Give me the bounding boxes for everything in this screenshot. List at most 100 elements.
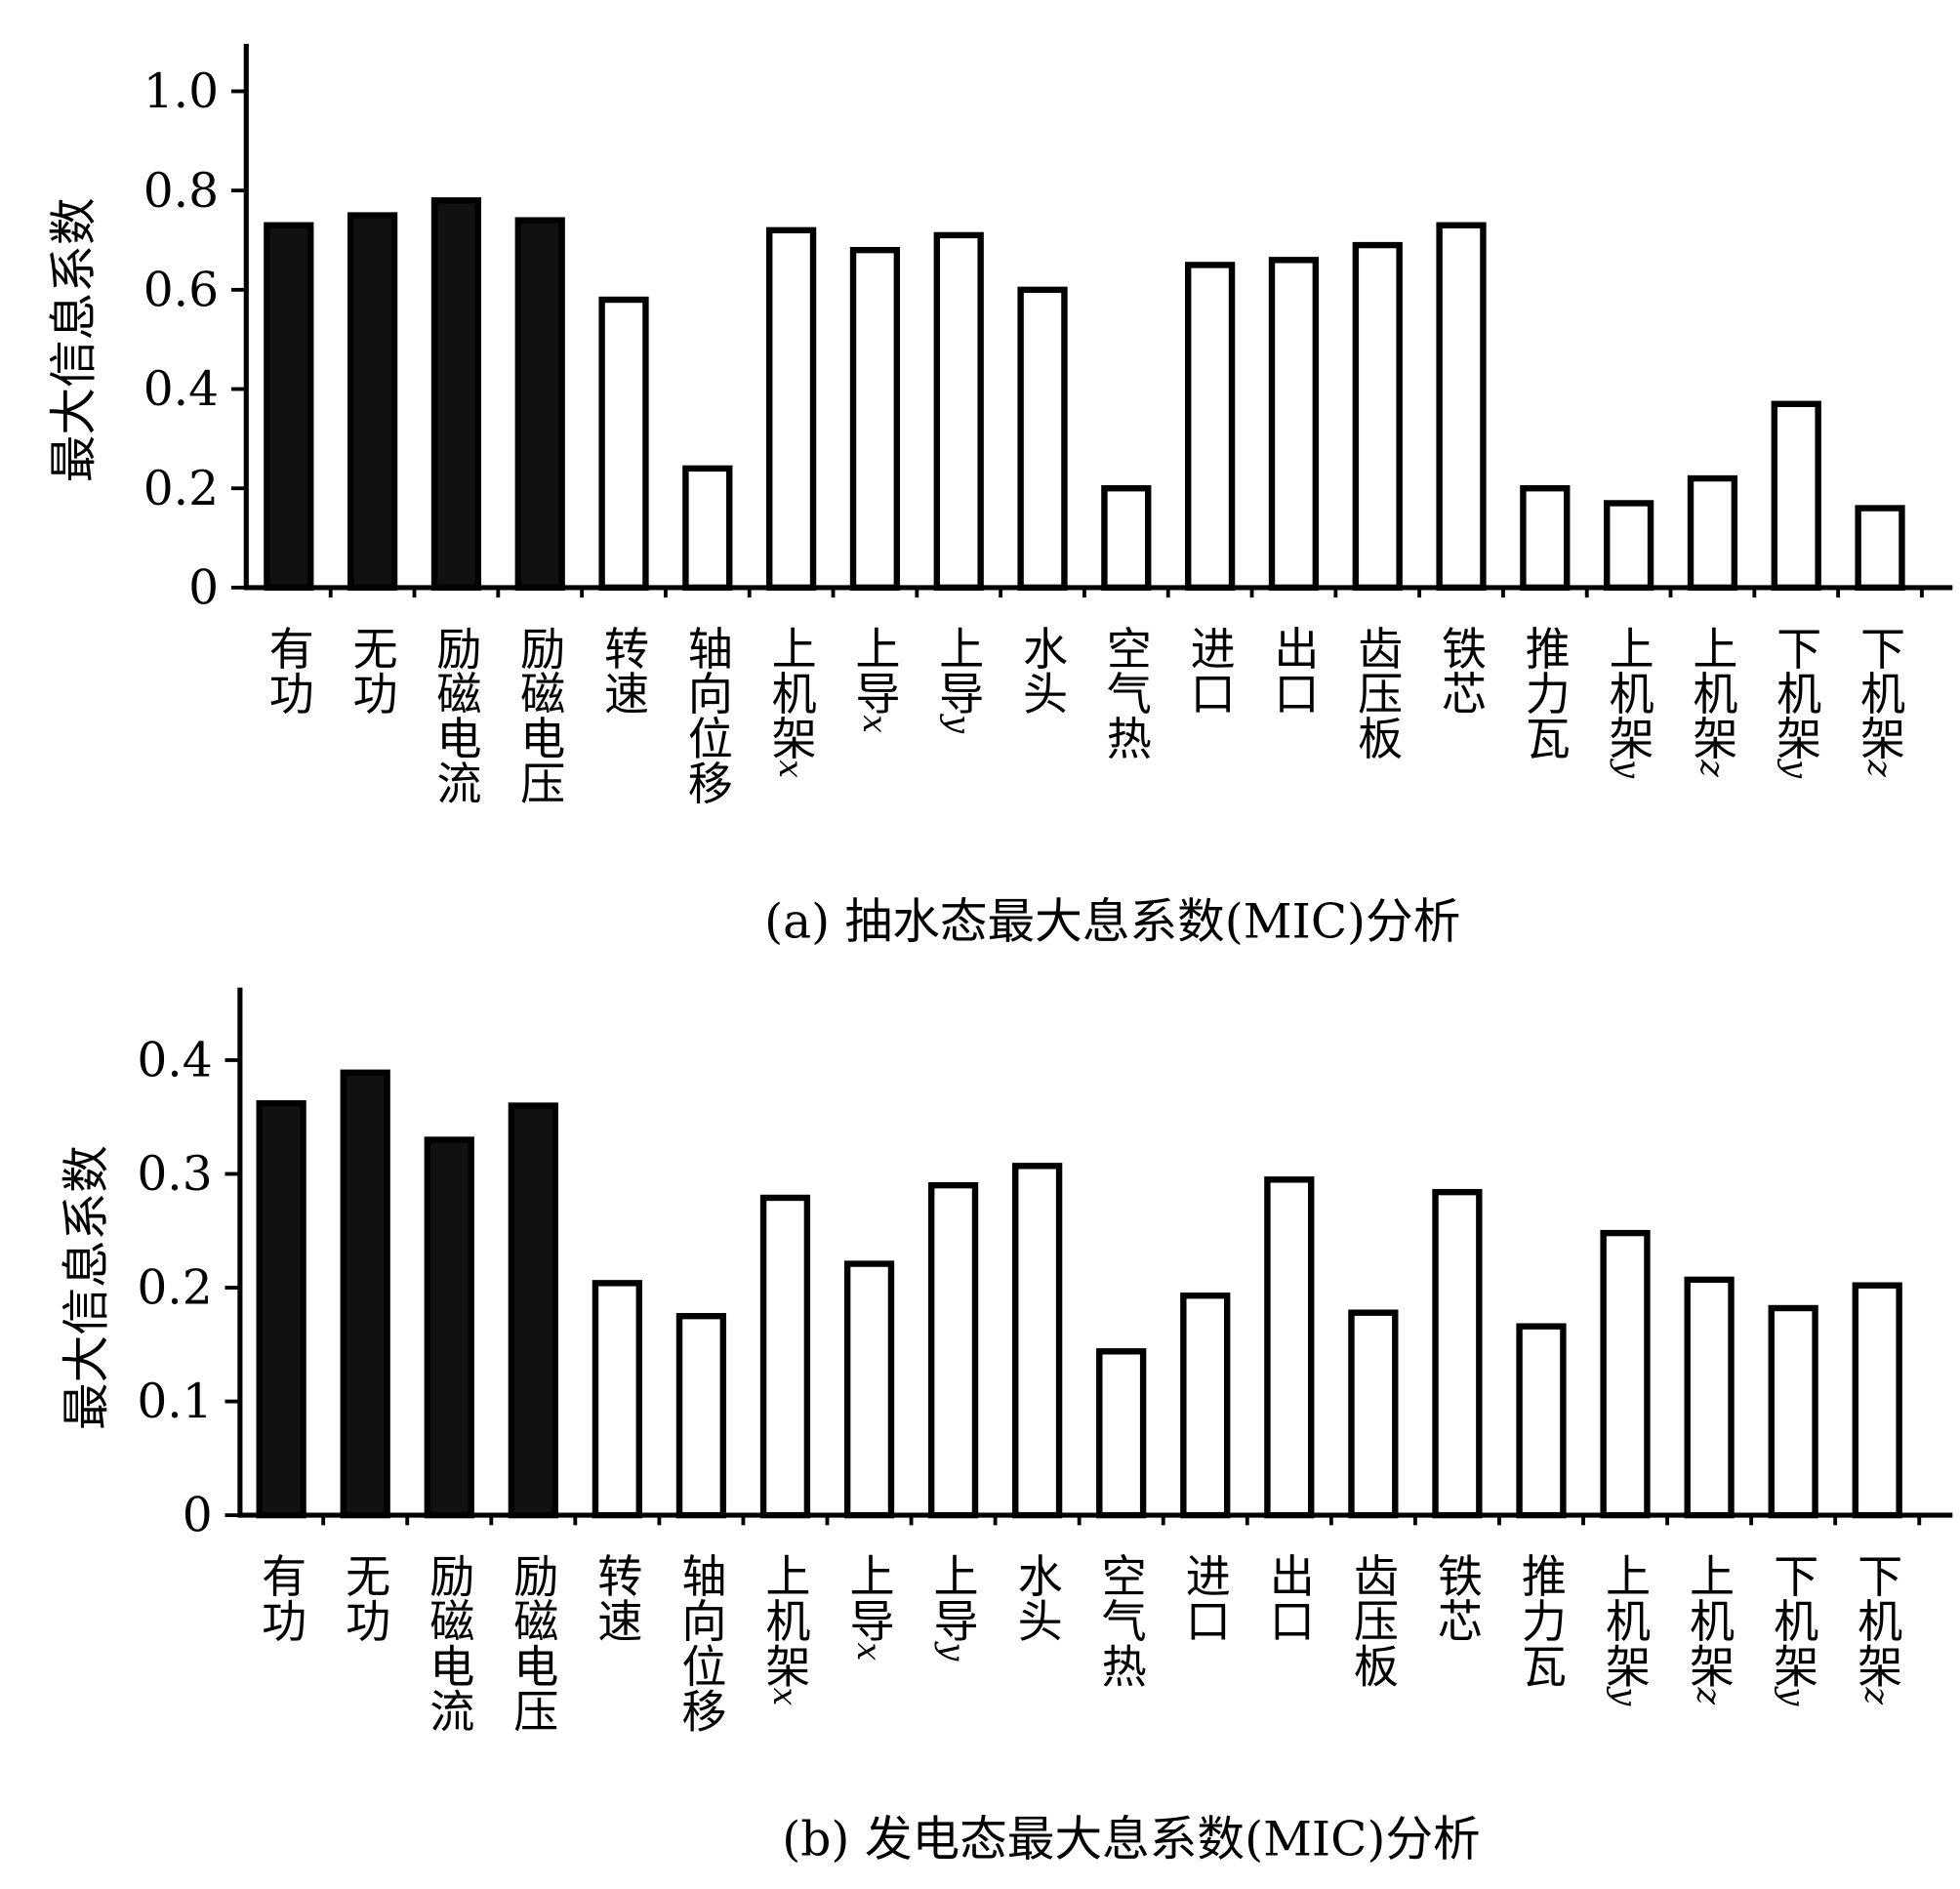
chart-a-bar-9 [1017, 286, 1068, 592]
chart-b-xtick-label-4: 转速 [591, 1553, 643, 1643]
chart-b-xtick-label-7: 上导 x [843, 1553, 896, 1662]
chart-b-bar-3 [508, 1102, 558, 1519]
chart-b-xtick-label-9: 水头 [1011, 1553, 1064, 1643]
label-subscript: x [766, 1688, 804, 1706]
chart-a-ytick-label-1: 0.2 [143, 462, 219, 516]
label-subscript: z [1861, 760, 1899, 778]
chart-a-title: (a) 抽水态最大息系数(MIC)分析 [764, 894, 1460, 949]
label-subscript: z [1691, 1687, 1729, 1705]
chart-a-xtick-label-9: 水头 [1016, 625, 1069, 715]
chart-a-xtick-label-0: 有功 [263, 625, 315, 715]
chart-b-xtick-label-11: 进口 [1179, 1553, 1232, 1643]
chart-a-ytick-label-3: 0.6 [143, 263, 219, 317]
chart-b-bar-2 [424, 1136, 474, 1519]
label-base: 下机架 [1770, 625, 1822, 760]
chart-b-bar-10 [1096, 1348, 1147, 1519]
chart-b-xtick-label-19: 下机架 z [1851, 1553, 1903, 1705]
chart-a-bar-3 [514, 217, 565, 592]
chart-b-xtick-label-13: 齿压板 [1347, 1553, 1400, 1688]
chart-a-bar-0 [264, 222, 314, 592]
chart-a-xtick-label-10: 空气热 [1100, 625, 1153, 760]
chart-a-bar-11 [1185, 262, 1236, 592]
chart-a-bar-16 [1604, 500, 1654, 592]
chart-a-bar-4 [598, 296, 649, 592]
chart-a-bar-6 [766, 226, 817, 592]
label-subscript: y [934, 1641, 972, 1663]
chart-a-bar-10 [1101, 485, 1152, 592]
chart-b-xtick-label-6: 上机架 x [758, 1553, 811, 1706]
chart-a-bar-14 [1436, 222, 1487, 592]
chart-b-xtick-label-2: 励磁电流 [423, 1553, 475, 1733]
chart-b-xtick-label-16: 上机架 y [1599, 1553, 1652, 1707]
chart-a-bar-5 [682, 465, 733, 592]
chart-a-pumping-mic: (a) 抽水态最大息系数(MIC)分析 最大信息系数 有功 无功 励磁电流 励磁电压转… [47, 43, 1953, 949]
chart-b-ytick-label-3: 0.3 [137, 1147, 212, 1202]
label-base: 上机架 [1603, 625, 1655, 760]
chart-a-xtick-label-13: 齿压板 [1351, 625, 1404, 760]
chart-b-xtick-label-18: 下机架 y [1767, 1553, 1819, 1707]
chart-a-xtick-label-14: 铁芯 [1435, 625, 1488, 715]
chart-b-bar-4 [592, 1280, 642, 1519]
chart-a-xtick-label-11: 进口 [1184, 625, 1237, 715]
chart-a-xtick-label-1: 无功 [347, 625, 399, 715]
chart-a-bar-7 [849, 246, 901, 592]
chart-a-ylabel: 最大信息系数 [47, 197, 102, 482]
chart-b-xtick-label-17: 上机架 z [1683, 1553, 1735, 1705]
chart-b-xtick-label-1: 无功 [339, 1553, 391, 1643]
chart-a-xtick-label-5: 轴向位移 [681, 625, 734, 804]
label-base: 上机架 [765, 625, 818, 760]
chart-b-bar-11 [1180, 1292, 1231, 1519]
label-subscript: y [1775, 1686, 1813, 1707]
chart-a-bar-17 [1687, 474, 1738, 592]
chart-b-ylabel: 最大信息系数 [60, 1145, 114, 1430]
chart-a-xtick-label-2: 励磁电流 [429, 625, 482, 804]
chart-b-xtick-label-10: 空气热 [1095, 1553, 1148, 1688]
chart-a-xtick-label-4: 转速 [597, 625, 650, 715]
label-subscript: y [1607, 1686, 1645, 1707]
chart-b-xtick-label-14: 铁芯 [1431, 1553, 1484, 1643]
chart-a-xtick-label-18: 下机架 y [1770, 625, 1822, 779]
chart-b-bar-18 [1768, 1304, 1818, 1519]
chart-b-bar-17 [1684, 1276, 1735, 1519]
chart-b-bar-13 [1348, 1309, 1399, 1519]
chart-a-xtick-label-8: 上导 y [932, 625, 985, 734]
chart-b-ytick-label-4: 0.4 [137, 1034, 212, 1088]
chart-b-bar-9 [1012, 1163, 1063, 1519]
chart-b-bar-15 [1516, 1323, 1567, 1519]
chart-b-generating-mic: (b) 发电态最大息系数(MIC)分析 最大信息系数 有功 无功 励磁电流 励磁电压转… [60, 987, 1953, 1867]
chart-b-ytick-label-1: 0.1 [137, 1375, 212, 1429]
chart-b-xtick-label-15: 推力瓦 [1515, 1553, 1568, 1688]
chart-b-bar-1 [340, 1069, 390, 1519]
chart-b-xtick-label-12: 出口 [1263, 1553, 1316, 1643]
label-base: 上导 [932, 625, 985, 715]
label-base: 上机架 [1599, 1553, 1652, 1688]
label-base: 下机架 [1854, 625, 1906, 760]
chart-b-title: (b) 发电态最大息系数(MIC)分析 [782, 1812, 1480, 1867]
chart-b-bar-14 [1432, 1188, 1483, 1519]
label-base: 上机架 [1686, 625, 1738, 760]
label-subscript: z [1694, 760, 1732, 778]
chart-b-xtick-label-5: 轴向位移 [674, 1553, 727, 1733]
chart-a-xtick-label-17: 上机架 z [1686, 625, 1738, 777]
chart-a-bar-2 [430, 197, 482, 592]
chart-a-xtick-label-15: 推力瓦 [1519, 625, 1572, 760]
label-subscript: z [1858, 1687, 1897, 1705]
chart-b-bar-6 [759, 1194, 811, 1519]
chart-b-xtick-label-8: 上导 y [927, 1553, 980, 1663]
chart-b-bar-7 [843, 1260, 895, 1519]
chart-a-bar-19 [1855, 505, 1905, 592]
chart-b-xtick-label-3: 励磁电压 [507, 1553, 559, 1733]
chart-b-xtick-label-0: 有功 [255, 1553, 307, 1643]
label-subscript: x [850, 1643, 888, 1662]
label-base: 下机架 [1851, 1553, 1903, 1688]
label-base: 上导 [927, 1553, 980, 1643]
label-subscript: x [856, 716, 894, 734]
label-subscript: y [1777, 759, 1816, 780]
label-subscript: x [772, 760, 810, 779]
chart-a-xtick-label-12: 出口 [1267, 625, 1320, 715]
chart-a-ytick-label-5: 1.0 [143, 64, 219, 119]
label-subscript: y [1610, 759, 1648, 780]
chart-a-bar-8 [933, 231, 984, 592]
chart-a-bar-15 [1520, 485, 1571, 592]
